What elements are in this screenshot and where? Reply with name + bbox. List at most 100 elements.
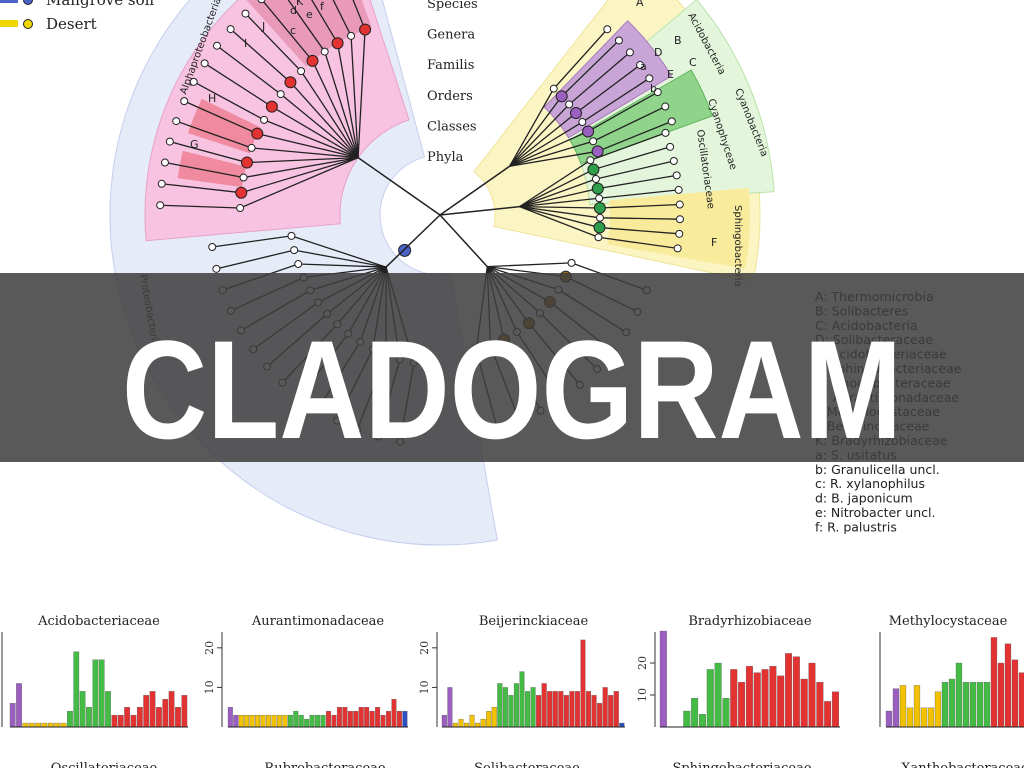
- branch: [357, 157, 441, 216]
- node: [636, 61, 645, 70]
- y-tick-label: 10: [203, 680, 216, 694]
- clade-letter: A: [636, 0, 644, 9]
- bar: [320, 714, 326, 728]
- key-entry: e: Nitrobacter uncl.: [815, 505, 935, 520]
- node: [212, 41, 221, 50]
- node: [675, 229, 684, 238]
- panel-title: Solibacteraceae: [474, 761, 580, 768]
- clade-letter: I: [244, 37, 247, 50]
- bar: [976, 682, 984, 728]
- node: [593, 202, 606, 215]
- bar: [130, 714, 137, 728]
- bar: [73, 651, 80, 728]
- bar: [885, 710, 893, 728]
- bar: [315, 714, 321, 728]
- bar: [441, 714, 447, 728]
- bar: [558, 691, 564, 728]
- bar: [563, 695, 569, 728]
- node: [331, 37, 344, 50]
- bar: [358, 707, 364, 728]
- bar: [541, 683, 547, 728]
- bar: [364, 707, 370, 728]
- clade-letter: a: [640, 60, 647, 73]
- node: [172, 117, 181, 126]
- bar: [997, 662, 1005, 728]
- node: [567, 258, 576, 267]
- node: [674, 185, 683, 194]
- bar: [266, 714, 271, 728]
- bar: [941, 682, 949, 728]
- clade-sector: [246, 0, 372, 67]
- node: [239, 173, 248, 182]
- bar: [402, 711, 408, 728]
- clade-letter: E: [667, 68, 674, 81]
- clade-letter: D: [654, 46, 662, 59]
- node: [200, 59, 209, 68]
- node: [653, 88, 662, 97]
- rank-label: Species: [427, 0, 478, 12]
- bar: [353, 711, 359, 728]
- bar: [475, 722, 481, 728]
- node: [582, 125, 595, 138]
- bar: [899, 685, 907, 728]
- bar: [906, 707, 914, 728]
- node: [240, 156, 253, 169]
- bar: [60, 722, 67, 728]
- bar: [304, 718, 310, 728]
- bar: [79, 691, 86, 728]
- clade-letter: F: [711, 236, 717, 249]
- legend-swatch: [0, 20, 18, 27]
- node: [593, 221, 606, 234]
- panel-title: Oscillatoriaceae: [51, 761, 158, 768]
- panel-title: Sphingobacteriaceae: [672, 761, 811, 768]
- bar: [1018, 672, 1024, 728]
- bar: [948, 678, 956, 728]
- node: [160, 158, 169, 167]
- clade-sector: [177, 150, 246, 188]
- node: [241, 9, 250, 18]
- bar: [276, 714, 282, 728]
- node: [661, 102, 670, 111]
- bar: [745, 666, 753, 728]
- legend-dot: [23, 19, 33, 29]
- bar: [730, 669, 738, 728]
- bar: [602, 687, 608, 728]
- node: [675, 200, 684, 209]
- node: [276, 90, 285, 99]
- bar: [396, 711, 402, 728]
- bar: [722, 698, 730, 728]
- branch: [439, 165, 511, 216]
- y-tick-label: 20: [203, 641, 216, 655]
- bar: [816, 682, 824, 728]
- node: [591, 182, 604, 195]
- branch: [385, 214, 441, 268]
- bar: [683, 710, 691, 728]
- clade-letter: H: [208, 92, 216, 105]
- clade-sector: [607, 187, 750, 269]
- bar: [753, 672, 761, 728]
- clade-sector: [187, 98, 261, 154]
- bar: [331, 714, 337, 728]
- bar: [536, 695, 542, 728]
- bar: [342, 707, 348, 728]
- bar: [824, 701, 832, 728]
- bar: [983, 682, 991, 728]
- bar: [149, 691, 156, 728]
- node: [587, 163, 600, 176]
- bar: [777, 675, 785, 728]
- bar: [969, 682, 977, 728]
- bar: [336, 707, 342, 728]
- bar: [785, 653, 793, 728]
- key-entry: c: R. xylanophilus: [815, 476, 925, 491]
- bar: [9, 703, 16, 728]
- clade-letter: J: [261, 20, 265, 33]
- node: [594, 233, 603, 242]
- bar: [136, 707, 143, 728]
- node: [591, 145, 604, 158]
- panel-title: Xanthobacteraceae: [901, 761, 1024, 768]
- bar: [792, 656, 800, 728]
- node: [236, 204, 245, 213]
- bar: [800, 678, 808, 728]
